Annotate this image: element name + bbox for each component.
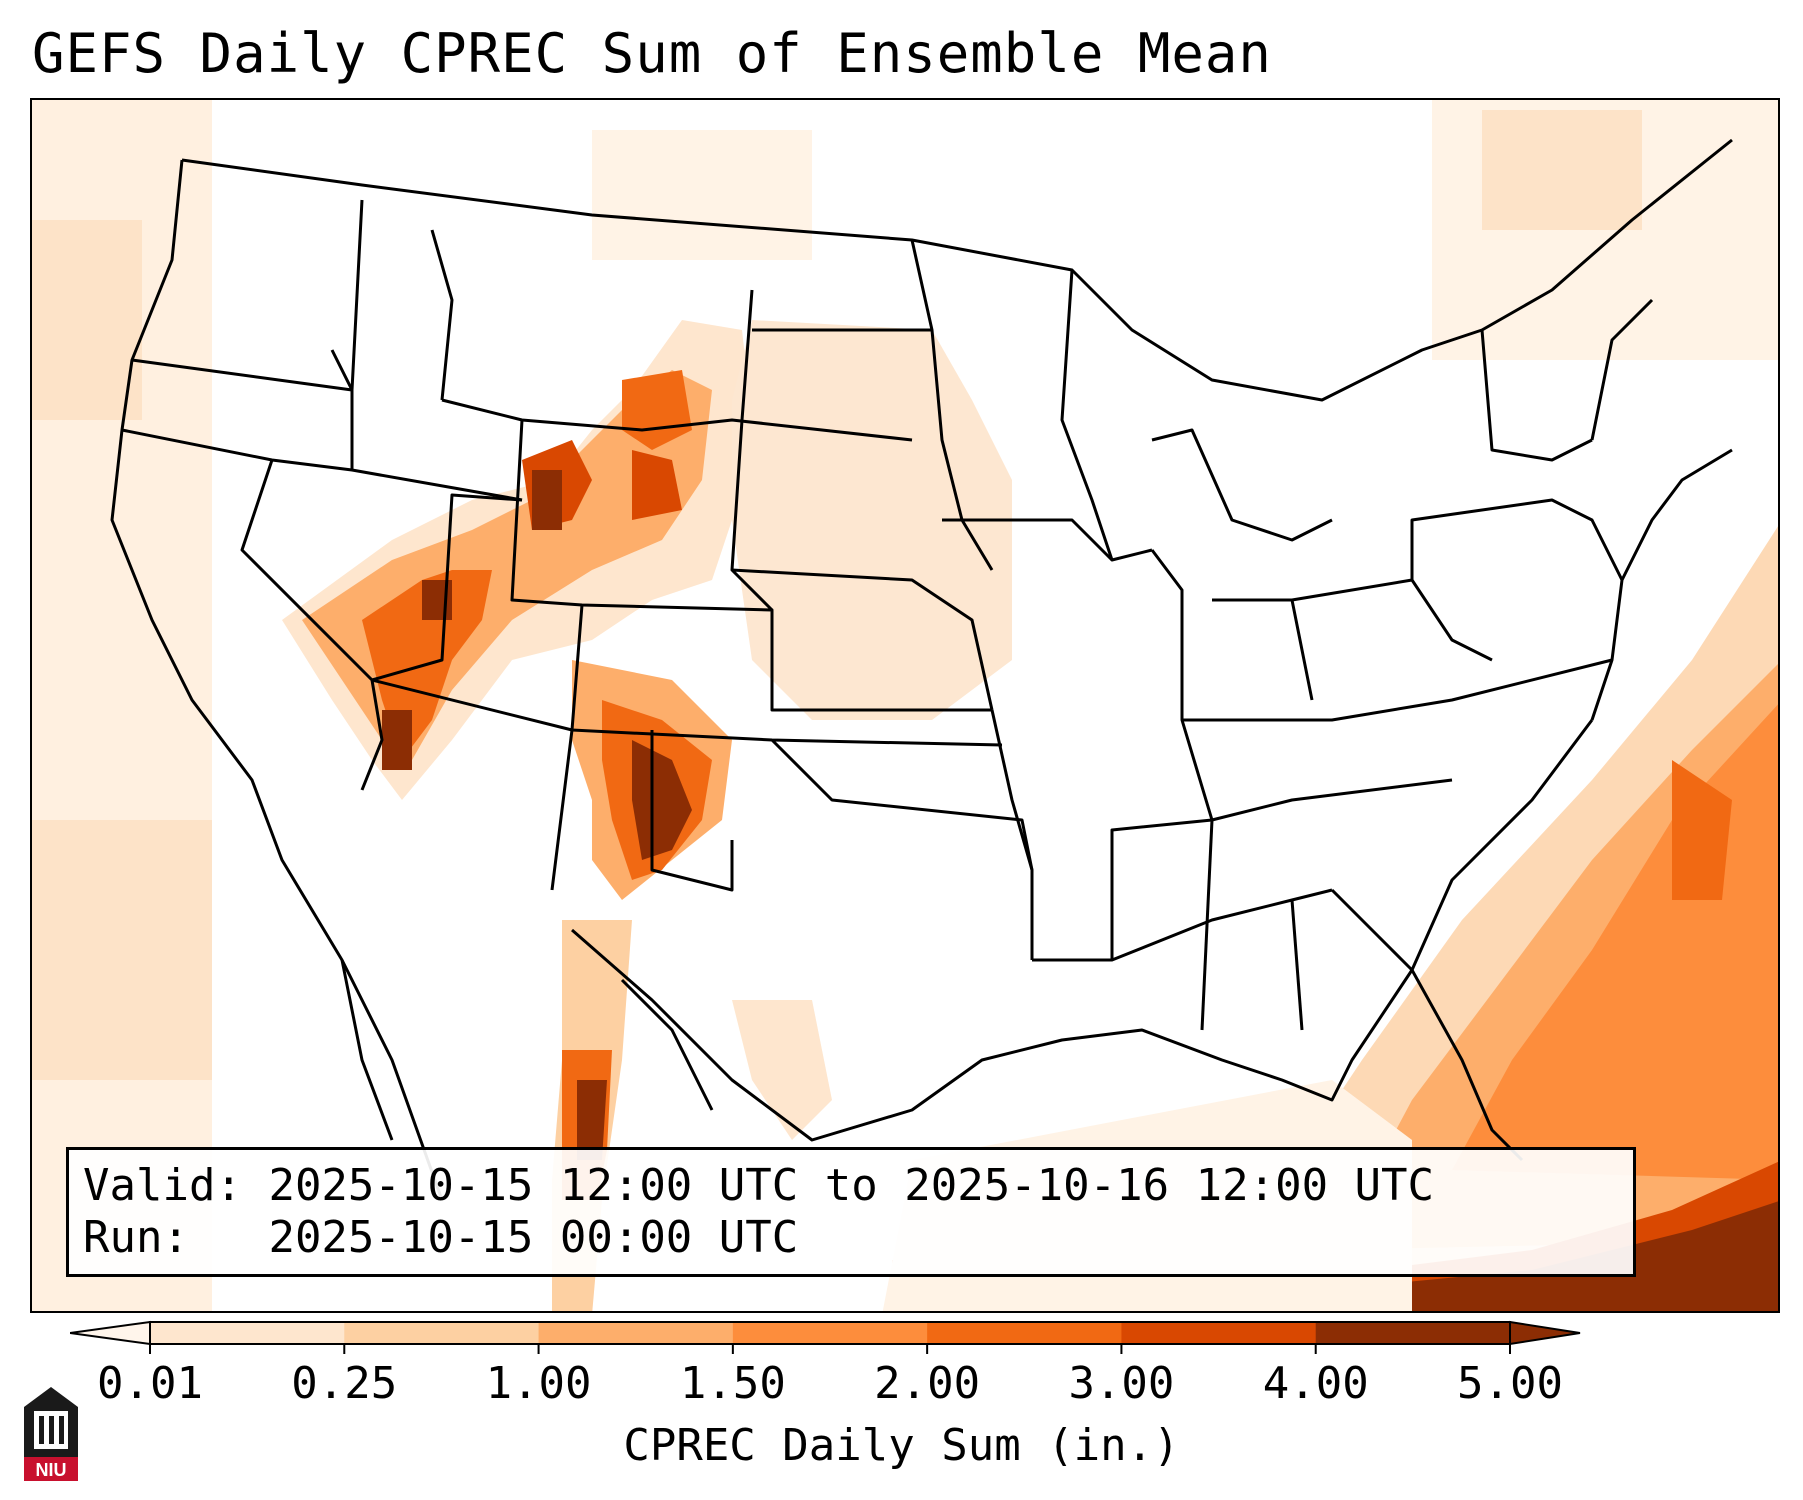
map-title: GEFS Daily CPREC Sum of Ensemble Mean: [32, 22, 1272, 85]
niu-logo: NIU: [24, 1387, 78, 1481]
state-boundaries: [110, 138, 1733, 1201]
colorbar-segment: [1121, 1322, 1317, 1344]
colorbar-tick-label: 4.00: [1262, 1358, 1369, 1409]
valid-row: Valid: 2025-10-15 12:00 UTC to 2025-10-1…: [83, 1160, 1619, 1212]
colorbar-segment: [150, 1322, 345, 1344]
colorbar-segment: [538, 1322, 734, 1344]
colorbar-segment: [927, 1322, 1122, 1344]
logo-band: [24, 1457, 78, 1481]
precipitation-map: [32, 100, 1778, 1311]
colorbar-tick-label: 1.00: [485, 1358, 592, 1409]
colorbar-tick-label: 2.00: [874, 1358, 981, 1409]
colorbar-tick-label: 1.50: [679, 1358, 786, 1409]
run-value: 2025-10-15 00:00 UTC: [268, 1212, 799, 1263]
valid-run-info-box: Valid: 2025-10-15 12:00 UTC to 2025-10-1…: [66, 1147, 1636, 1277]
colorbar-outline: [149, 1321, 1511, 1345]
colorbar-tick-label: 0.25: [291, 1358, 398, 1409]
valid-value: 2025-10-15 12:00 UTC to 2025-10-16 12:00…: [268, 1160, 1435, 1211]
map-panel: [30, 98, 1780, 1313]
colorbar-tick-label: 0.01: [97, 1358, 203, 1409]
run-row: Run: 2025-10-15 00:00 UTC: [83, 1212, 1619, 1264]
run-label: Run:: [83, 1212, 189, 1263]
colorbar-extend-high: [1509, 1320, 1581, 1346]
colorbar: [70, 1320, 1581, 1354]
valid-label: Valid:: [83, 1160, 242, 1211]
colorbar-segment: [732, 1322, 928, 1344]
colorbar-tick-label: 3.00: [1068, 1358, 1175, 1409]
colorbar-segment: [1315, 1322, 1511, 1344]
precipitation-field: [32, 100, 1778, 1311]
colorbar-segment: [344, 1322, 540, 1344]
logo-text: NIU: [36, 1460, 67, 1480]
colorbar-tick-label: 5.00: [1457, 1358, 1563, 1409]
colorbar-label: CPREC Daily Sum (in.): [623, 1420, 1180, 1471]
colorbar-extend-low: [70, 1320, 151, 1346]
